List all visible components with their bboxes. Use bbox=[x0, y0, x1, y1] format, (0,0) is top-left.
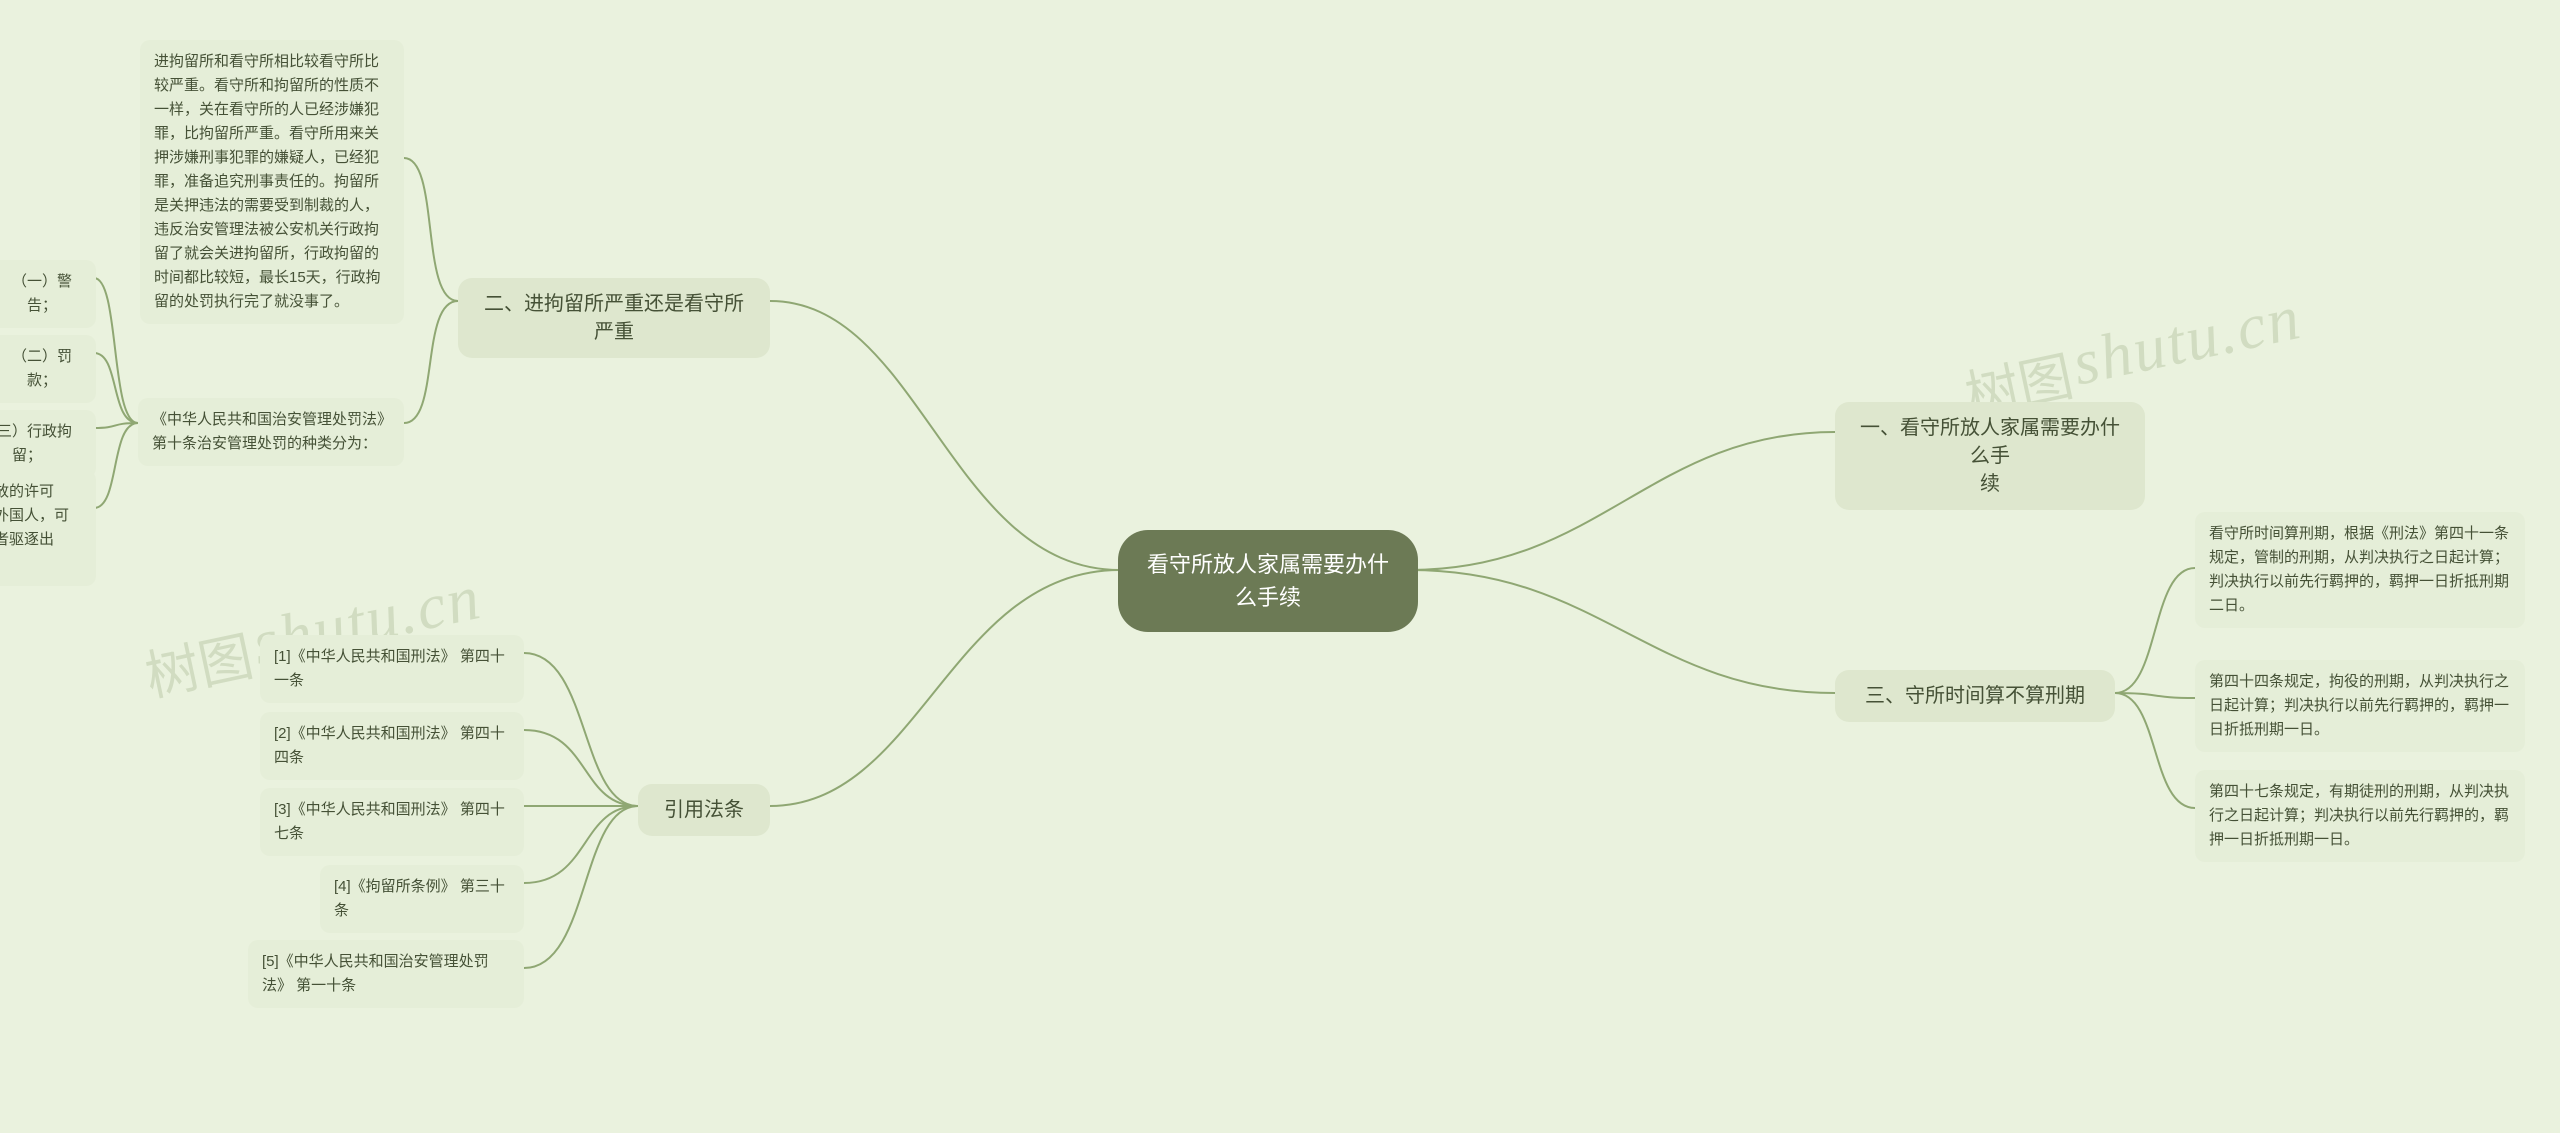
leaf-l1-c2-s1: （一）警告； bbox=[0, 260, 96, 328]
watermark-left-cn: 树图 bbox=[137, 612, 259, 712]
branch-left-1: 二、进拘留所严重还是看守所严重 bbox=[458, 278, 770, 358]
leaf-l2-c3: [3]《中华人民共和国刑法》 第四十七条 bbox=[260, 788, 524, 856]
branch-right-1: 一、看守所放人家属需要办什么手 续 bbox=[1835, 402, 2145, 510]
leaf-r2-c3-text: 第四十七条规定，有期徒刑的刑期，从判决执行之日起计算；判决执行以前先行羁押的，羁… bbox=[2209, 780, 2511, 852]
leaf-l2-c5-text: [5]《中华人民共和国治安管理处罚法》 第一十条 bbox=[262, 950, 510, 998]
leaf-l1-c2-s2: （二）罚款； bbox=[0, 335, 96, 403]
leaf-l2-c1-text: [1]《中华人民共和国刑法》 第四十一条 bbox=[274, 645, 510, 693]
branch-right-2-text: 三、守所时间算不算刑期 bbox=[1865, 682, 2085, 710]
branch-left-1-text: 二、进拘留所严重还是看守所严重 bbox=[478, 290, 750, 346]
leaf-r2-c1: 看守所时间算刑期，根据《刑法》第四十一条规定，管制的刑期，从判决执行之日起计算；… bbox=[2195, 512, 2525, 628]
leaf-l1-c2-text: 《中华人民共和国治安管理处罚法》第十条治安管理处罚的种类分为： bbox=[152, 408, 390, 456]
leaf-l2-c4: [4]《拘留所条例》 第三十条 bbox=[320, 865, 524, 933]
leaf-l1-c2: 《中华人民共和国治安管理处罚法》第十条治安管理处罚的种类分为： bbox=[138, 398, 404, 466]
leaf-l2-c1: [1]《中华人民共和国刑法》 第四十一条 bbox=[260, 635, 524, 703]
leaf-l2-c5: [5]《中华人民共和国治安管理处罚法》 第一十条 bbox=[248, 940, 524, 1008]
leaf-l1-c2-s4: （四）吊销公安机关发放的许可证。对违反治安管理的外国人，可以附加适用限期出境或者… bbox=[0, 470, 96, 586]
leaf-r2-c1-text: 看守所时间算刑期，根据《刑法》第四十一条规定，管制的刑期，从判决执行之日起计算；… bbox=[2209, 522, 2511, 618]
leaf-l1-c2-s4-text: （四）吊销公安机关发放的许可证。对违反治安管理的外国人，可以附加适用限期出境或者… bbox=[0, 480, 82, 576]
center-node: 看守所放人家属需要办什 么手续 bbox=[1118, 530, 1418, 632]
leaf-l2-c4-text: [4]《拘留所条例》 第三十条 bbox=[334, 875, 510, 923]
leaf-l2-c3-text: [3]《中华人民共和国刑法》 第四十七条 bbox=[274, 798, 510, 846]
leaf-l1-c2-s2-text: （二）罚款； bbox=[2, 345, 82, 393]
leaf-l2-c2-text: [2]《中华人民共和国刑法》 第四十四条 bbox=[274, 722, 510, 770]
leaf-r2-c2: 第四十四条规定，拘役的刑期，从判决执行之日起计算；判决执行以前先行羁押的，羁押一… bbox=[2195, 660, 2525, 752]
leaf-r2-c2-text: 第四十四条规定，拘役的刑期，从判决执行之日起计算；判决执行以前先行羁押的，羁押一… bbox=[2209, 670, 2511, 742]
branch-left-2: 引用法条 bbox=[638, 784, 770, 836]
leaf-l1-c1-text: 进拘留所和看守所相比较看守所比较严重。看守所和拘留所的性质不一样，关在看守所的人… bbox=[154, 50, 390, 314]
leaf-l1-c2-s3: （三）行政拘留； bbox=[0, 410, 96, 478]
leaf-l1-c1: 进拘留所和看守所相比较看守所比较严重。看守所和拘留所的性质不一样，关在看守所的人… bbox=[140, 40, 404, 324]
branch-left-2-text: 引用法条 bbox=[664, 796, 744, 824]
leaf-l1-c2-s3-text: （三）行政拘留； bbox=[0, 420, 82, 468]
branch-right-1-text: 一、看守所放人家属需要办什么手 续 bbox=[1855, 414, 2125, 498]
leaf-l2-c2: [2]《中华人民共和国刑法》 第四十四条 bbox=[260, 712, 524, 780]
watermark-right-en: shutu.cn bbox=[2066, 281, 2307, 398]
branch-right-2: 三、守所时间算不算刑期 bbox=[1835, 670, 2115, 722]
center-text: 看守所放人家属需要办什 么手续 bbox=[1147, 548, 1389, 614]
leaf-r2-c3: 第四十七条规定，有期徒刑的刑期，从判决执行之日起计算；判决执行以前先行羁押的，羁… bbox=[2195, 770, 2525, 862]
leaf-l1-c2-s1-text: （一）警告； bbox=[2, 270, 82, 318]
